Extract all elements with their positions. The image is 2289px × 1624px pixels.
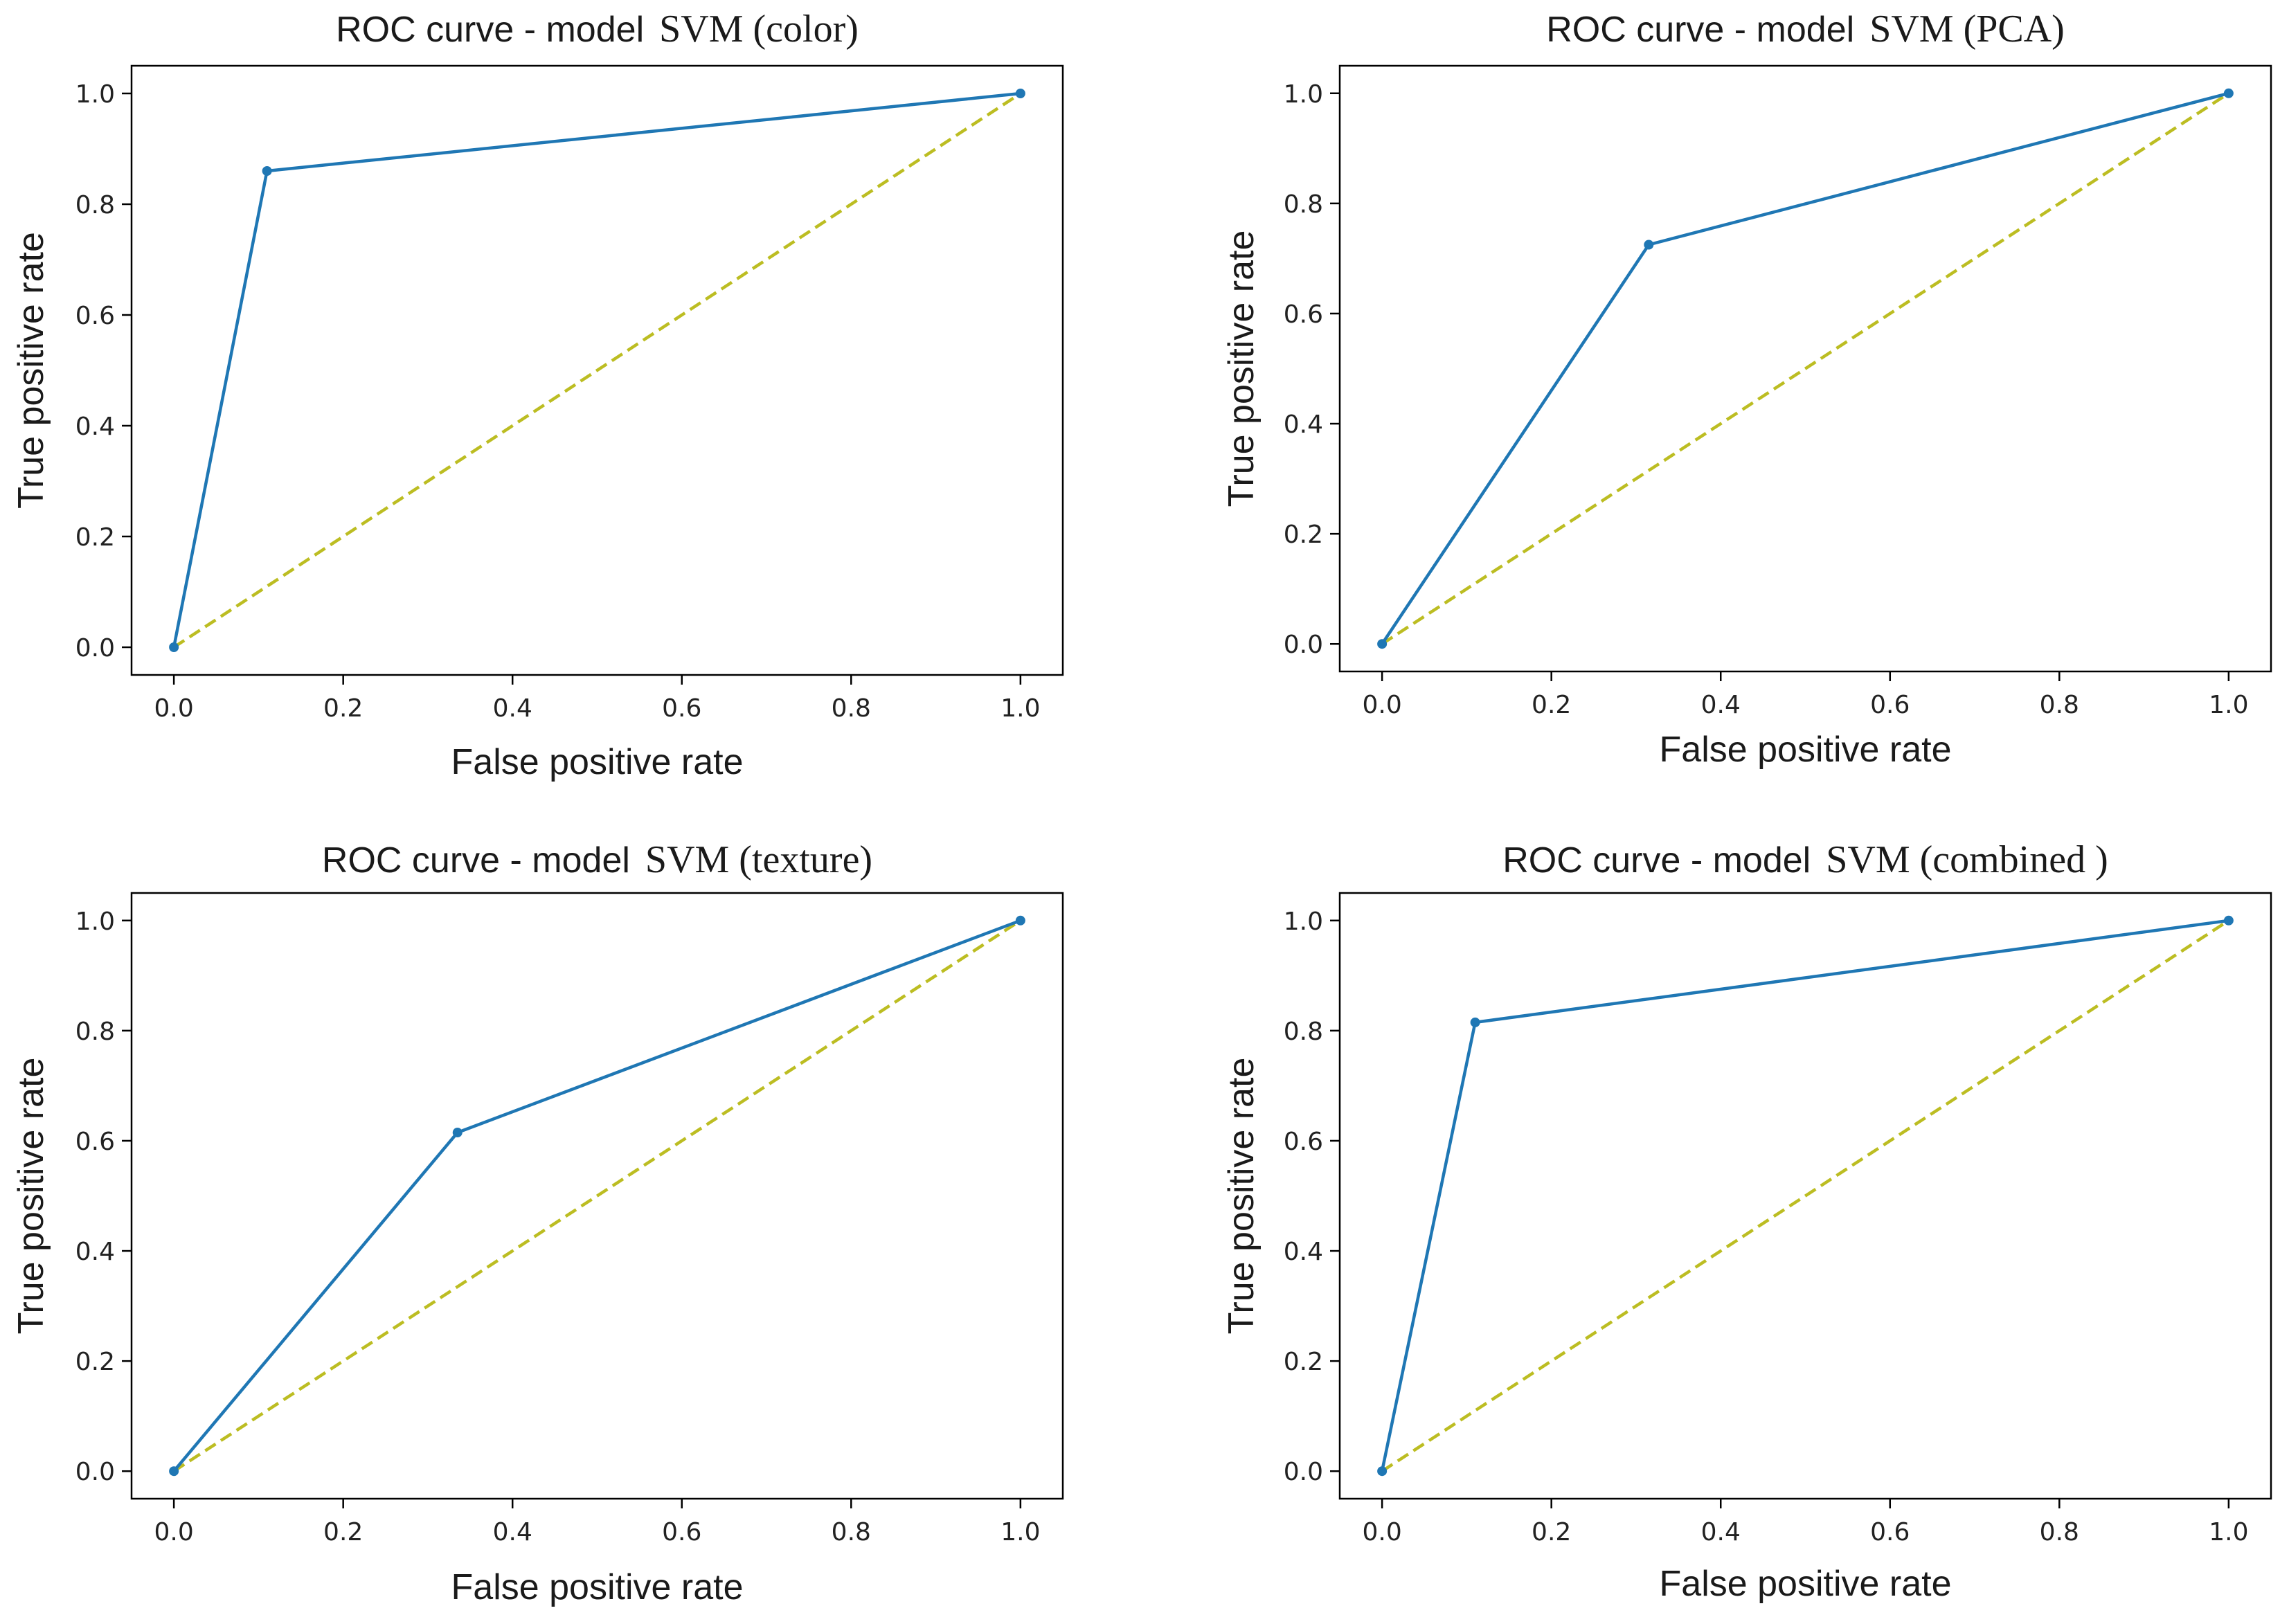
y-tick-label: 0.8	[1284, 1018, 1323, 1046]
y-tick-label: 0.4	[75, 413, 115, 441]
y-tick-label: 1.0	[1284, 908, 1323, 936]
chart-panel-1: ROC curve - model SVM (color) 0.0 0.2 0.4 0.6…	[11, 8, 1064, 782]
roc-point	[1377, 639, 1388, 649]
chart-title: ROC curve - model SVM (combined )	[1502, 838, 2108, 881]
x-tick-label: 0.2	[1532, 691, 1571, 719]
x-tick-label: 0.0	[1363, 691, 1402, 719]
roc-point	[2223, 915, 2234, 926]
chart-title: ROC curve - model SVM (texture)	[322, 838, 872, 881]
chart-panel-2: ROC curve - model SVM (PCA) 0.0 0.2 0.4 0.6 0.…	[1221, 8, 2272, 770]
y-tick-label: 1.0	[75, 908, 115, 936]
roc-point	[1644, 240, 1654, 250]
y-tick-label: 1.0	[75, 80, 115, 109]
y-tick-label: 0.4	[1284, 1238, 1323, 1266]
roc-point	[262, 166, 272, 176]
roc-point	[1470, 1017, 1480, 1027]
roc-point	[1015, 89, 1025, 98]
roc-point	[169, 642, 179, 652]
x-tick-label: 0.8	[2040, 1518, 2079, 1546]
chart-title-main: ROC curve - model	[322, 840, 630, 881]
chart-title: ROC curve - model SVM (color)	[336, 8, 859, 51]
y-tick-label: 0.0	[1284, 1458, 1323, 1486]
y-tick-label: 0.2	[75, 523, 115, 552]
y-tick-label: 0.8	[1284, 190, 1323, 219]
y-tick-label: 0.0	[75, 1458, 115, 1486]
x-axis-label: False positive rate	[451, 1567, 744, 1607]
axes-frame	[1338, 64, 2272, 673]
y-axis-label: True positive rate	[11, 1058, 51, 1335]
x-tick-label: 0.6	[1870, 1518, 1910, 1546]
chance-line	[1381, 91, 2230, 646]
y-tick-label: 0.6	[75, 302, 115, 330]
x-tick-label: 0.8	[832, 1518, 871, 1546]
x-tick-label: 0.0	[154, 1518, 194, 1546]
y-tick-label: 0.4	[1284, 410, 1323, 439]
y-tick-label: 0.2	[75, 1348, 115, 1376]
y-axis-label: True positive rate	[1221, 231, 1262, 507]
x-axis-label: False positive rate	[451, 742, 744, 782]
y-tick-label: 0.4	[75, 1238, 115, 1266]
y-tick-label: 0.6	[75, 1128, 115, 1156]
x-tick-label: 1.0	[2209, 1518, 2248, 1546]
chart-title-model: SVM (color)	[659, 8, 859, 51]
x-tick-label: 0.8	[832, 694, 871, 723]
x-tick-label: 0.0	[154, 694, 194, 723]
y-axis-label: True positive rate	[1221, 1058, 1262, 1335]
axes-frame	[130, 64, 1064, 676]
x-tick-label: 0.4	[1701, 691, 1741, 719]
roc-point	[452, 1128, 463, 1138]
x-tick-label: 0.2	[323, 1518, 363, 1546]
y-tick-label: 0.2	[1284, 521, 1323, 549]
roc-point	[1377, 1466, 1388, 1477]
chart-title-model: SVM (PCA)	[1869, 8, 2065, 51]
x-tick-label: 1.0	[2209, 691, 2248, 719]
roc-point	[2223, 88, 2234, 98]
x-tick-label: 0.2	[1532, 1518, 1571, 1546]
y-tick-label: 0.6	[1284, 1128, 1323, 1156]
x-tick-label: 0.4	[493, 694, 532, 723]
chart-title-main: ROC curve - model	[1546, 10, 1854, 50]
chance-line	[172, 92, 1022, 649]
y-tick-label: 1.0	[1284, 80, 1323, 109]
x-tick-label: 0.8	[2040, 691, 2079, 719]
chance-line	[172, 919, 1022, 1473]
y-tick-label: 0.2	[1284, 1348, 1323, 1376]
chart-title: ROC curve - model SVM (PCA)	[1546, 8, 2065, 51]
y-axis-label: True positive rate	[11, 232, 51, 509]
x-tick-label: 0.0	[1363, 1518, 1402, 1546]
x-tick-label: 0.4	[1701, 1518, 1741, 1546]
chart-panel-3: ROC curve - model SVM (texture) 0.0 0.2 0.4 0…	[11, 838, 1064, 1607]
axes-frame	[1338, 892, 2272, 1500]
chart-title-model: SVM (combined )	[1826, 838, 2108, 881]
x-tick-label: 0.6	[662, 694, 701, 723]
roc-point	[1015, 915, 1025, 926]
x-tick-label: 0.4	[493, 1518, 532, 1546]
x-tick-label: 1.0	[1000, 694, 1040, 723]
x-tick-label: 0.6	[1870, 691, 1910, 719]
y-tick-label: 0.0	[75, 634, 115, 662]
chart-title-model: SVM (texture)	[645, 838, 872, 881]
x-axis-label: False positive rate	[1660, 1564, 1952, 1604]
chart-title-main: ROC curve - model	[1502, 840, 1811, 881]
chart-title-main: ROC curve - model	[336, 10, 644, 50]
y-tick-label: 0.8	[75, 191, 115, 219]
x-tick-label: 0.2	[323, 694, 363, 723]
y-tick-label: 0.0	[1284, 631, 1323, 659]
roc-point	[169, 1466, 179, 1477]
y-tick-label: 0.8	[75, 1018, 115, 1046]
chance-line	[1381, 919, 2230, 1473]
chart-panel-4: ROC curve - model SVM (combined ) 0.0 0.2 0.…	[1221, 838, 2272, 1604]
axes-frame	[130, 892, 1064, 1500]
x-axis-label: False positive rate	[1660, 730, 1952, 770]
x-tick-label: 0.6	[662, 1518, 701, 1546]
x-tick-label: 1.0	[1000, 1518, 1040, 1546]
y-tick-label: 0.6	[1284, 300, 1323, 329]
